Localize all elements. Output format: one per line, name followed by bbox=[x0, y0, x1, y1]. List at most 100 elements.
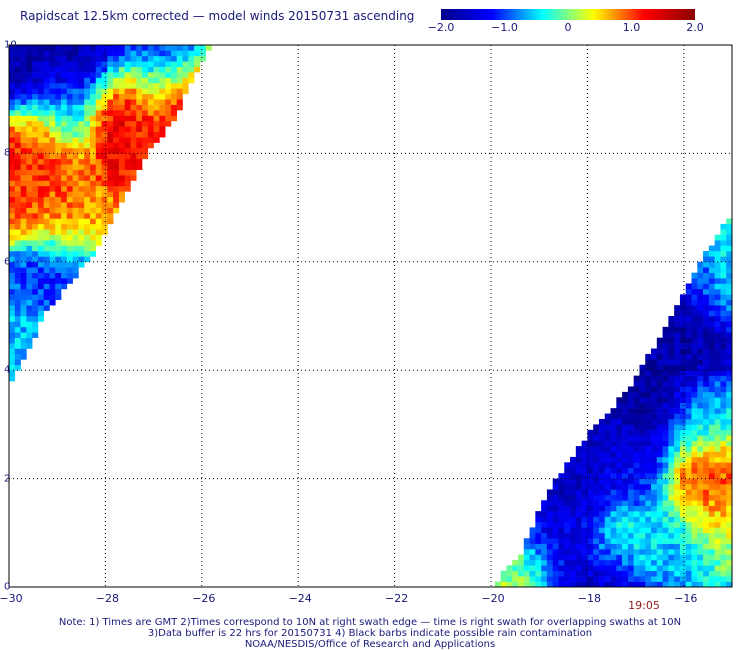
wind-cell bbox=[552, 511, 559, 517]
wind-cell bbox=[72, 185, 79, 192]
wind-cell bbox=[89, 223, 97, 230]
wind-cell bbox=[645, 370, 652, 376]
wind-cell bbox=[188, 55, 195, 62]
wind-cell bbox=[720, 511, 727, 517]
wind-cell bbox=[616, 462, 623, 469]
wind-cell bbox=[622, 565, 629, 572]
wind-cell bbox=[147, 104, 154, 111]
wind-cell bbox=[598, 532, 606, 539]
wind-cell bbox=[679, 494, 687, 501]
wind-cell bbox=[26, 326, 33, 333]
wind-cell bbox=[541, 532, 548, 539]
wind-cell bbox=[49, 99, 56, 105]
wind-cell bbox=[639, 435, 646, 441]
wind-cell bbox=[55, 120, 62, 127]
wind-cell bbox=[691, 500, 698, 506]
wind-cell bbox=[697, 543, 704, 550]
wind-cell bbox=[159, 104, 166, 111]
wind-cell bbox=[49, 180, 56, 187]
wind-cell bbox=[165, 104, 172, 111]
wind-cell bbox=[679, 310, 687, 317]
wind-cell bbox=[14, 153, 21, 160]
wind-cell bbox=[674, 516, 681, 523]
wind-cell bbox=[708, 375, 715, 382]
wind-cell bbox=[708, 402, 715, 409]
wind-cell bbox=[714, 429, 721, 436]
wind-cell bbox=[113, 137, 120, 143]
wind-cell bbox=[674, 397, 681, 404]
wind-cell bbox=[639, 462, 646, 469]
wind-cell bbox=[639, 478, 646, 485]
wind-cell bbox=[691, 511, 698, 517]
wind-cell bbox=[546, 521, 553, 528]
wind-cell bbox=[130, 131, 137, 138]
wind-cell bbox=[55, 110, 62, 116]
wind-cell bbox=[113, 147, 120, 154]
wind-cell bbox=[506, 565, 513, 572]
wind-cell bbox=[726, 543, 733, 550]
wind-cell bbox=[604, 565, 611, 572]
wind-cell bbox=[726, 489, 733, 496]
wind-cell bbox=[37, 55, 44, 62]
wind-cell bbox=[604, 532, 611, 539]
wind-cell bbox=[627, 538, 634, 544]
wind-cell bbox=[726, 316, 733, 322]
wind-cell bbox=[720, 240, 727, 246]
wind-cell bbox=[182, 50, 189, 57]
wind-cell bbox=[714, 386, 721, 393]
wind-cell bbox=[9, 158, 16, 165]
wind-cell bbox=[703, 467, 710, 474]
wind-cell bbox=[575, 570, 582, 577]
wind-cell bbox=[639, 451, 646, 458]
wind-cell bbox=[89, 142, 97, 149]
wind-cell bbox=[627, 391, 634, 398]
wind-cell bbox=[610, 424, 617, 431]
wind-cell bbox=[674, 381, 681, 387]
wind-cell bbox=[662, 511, 669, 517]
wind-cell bbox=[679, 489, 687, 496]
wind-cell bbox=[726, 559, 733, 566]
wind-cell bbox=[610, 570, 617, 577]
wind-cell bbox=[575, 489, 582, 496]
wind-cell bbox=[627, 473, 634, 479]
wind-cell bbox=[84, 207, 91, 214]
wind-cell bbox=[703, 381, 710, 387]
wind-cell bbox=[703, 370, 710, 376]
wind-cell bbox=[32, 99, 39, 105]
wind-cell bbox=[43, 88, 50, 95]
wind-cell bbox=[703, 386, 710, 393]
wind-cell bbox=[78, 240, 85, 246]
wind-cell bbox=[656, 549, 663, 555]
wind-cell bbox=[593, 511, 600, 517]
wind-cell bbox=[697, 484, 704, 490]
wind-cell bbox=[66, 218, 73, 225]
wind-cell bbox=[627, 456, 634, 463]
wind-cell bbox=[720, 310, 727, 317]
wind-cell bbox=[89, 202, 97, 208]
wind-cell bbox=[714, 294, 721, 301]
swath-time-label: 19:05 bbox=[628, 599, 660, 612]
wind-cell bbox=[49, 77, 56, 84]
wind-cell bbox=[95, 99, 102, 105]
wind-cell bbox=[32, 294, 39, 301]
wind-cell bbox=[616, 489, 623, 496]
wind-cell bbox=[697, 326, 704, 333]
wind-cell bbox=[622, 451, 629, 458]
wind-cell bbox=[691, 337, 698, 344]
wind-cell bbox=[107, 115, 114, 122]
wind-cell bbox=[691, 375, 698, 382]
wind-cell bbox=[72, 256, 79, 263]
colorbar-tick-label: −1.0 bbox=[491, 21, 518, 34]
wind-cell bbox=[37, 126, 44, 133]
wind-cell bbox=[651, 521, 658, 528]
wind-cell bbox=[575, 467, 582, 474]
wind-cell bbox=[43, 61, 50, 67]
wind-cell bbox=[188, 72, 195, 78]
wind-cell bbox=[708, 521, 715, 528]
wind-cell bbox=[587, 538, 594, 544]
wind-cell bbox=[685, 440, 692, 447]
wind-cell bbox=[130, 77, 137, 84]
wind-cell bbox=[124, 77, 131, 84]
wind-cell bbox=[604, 424, 611, 431]
wind-cell bbox=[720, 576, 727, 582]
